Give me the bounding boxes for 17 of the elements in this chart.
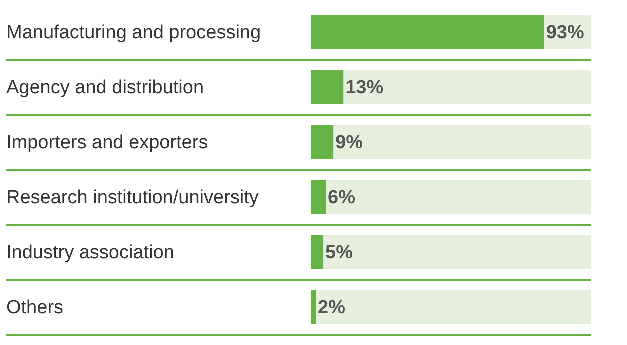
data-label: 9%	[336, 132, 364, 154]
bar	[311, 126, 334, 160]
data-label: 2%	[318, 298, 346, 318]
bar	[311, 180, 326, 214]
bar	[311, 290, 316, 324]
data-label: 93%	[546, 22, 584, 44]
data-label: 5%	[326, 242, 354, 264]
y-tick-label: Agency and distribution	[6, 78, 204, 98]
y-tick-label: Manufacturing and processing	[6, 22, 262, 44]
bar	[311, 236, 324, 270]
data-label: 13%	[346, 78, 384, 98]
y-tick-label: Industry association	[6, 242, 174, 264]
y-tick-label: Research institution/university	[6, 188, 260, 208]
bar	[311, 70, 344, 104]
y-tick-label: Importers and exporters	[6, 132, 208, 154]
y-tick-label: Others	[6, 298, 64, 318]
data-label: 6%	[328, 188, 356, 208]
